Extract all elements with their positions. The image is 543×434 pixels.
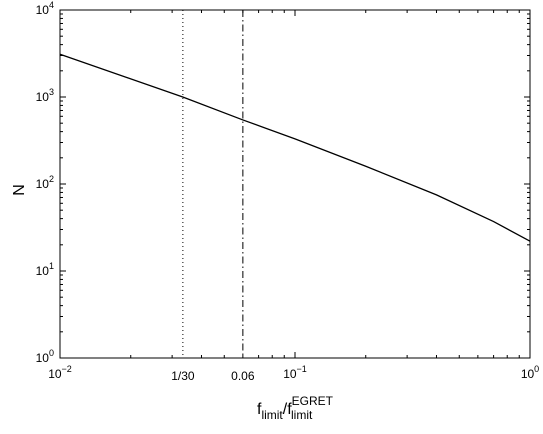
x-extra-tick-label: 1/30 [171,369,195,383]
y-axis-label: N [11,184,28,196]
x-extra-tick-label: 0.06 [231,369,255,383]
y-tick-label: 101 [36,261,54,278]
x-tick-label: 10−1 [283,364,307,381]
series-group [59,53,531,242]
reference-lines [182,10,244,358]
x-tick-label: 10−2 [48,364,72,381]
tick-labels: 10−2 10−1 100 1/30 0.06 100 101 102 103 104 [36,0,540,383]
series-line [59,53,531,242]
plot-area [59,9,531,359]
y-tick-label: 104 [36,0,54,17]
x-tick-label: 100 [521,364,539,381]
x-axis-label: flimit/fEGRET limit [257,394,334,422]
y-tick-label: 103 [36,87,54,104]
y-tick-label: 100 [36,348,54,365]
y-tick-label: 102 [36,174,54,191]
